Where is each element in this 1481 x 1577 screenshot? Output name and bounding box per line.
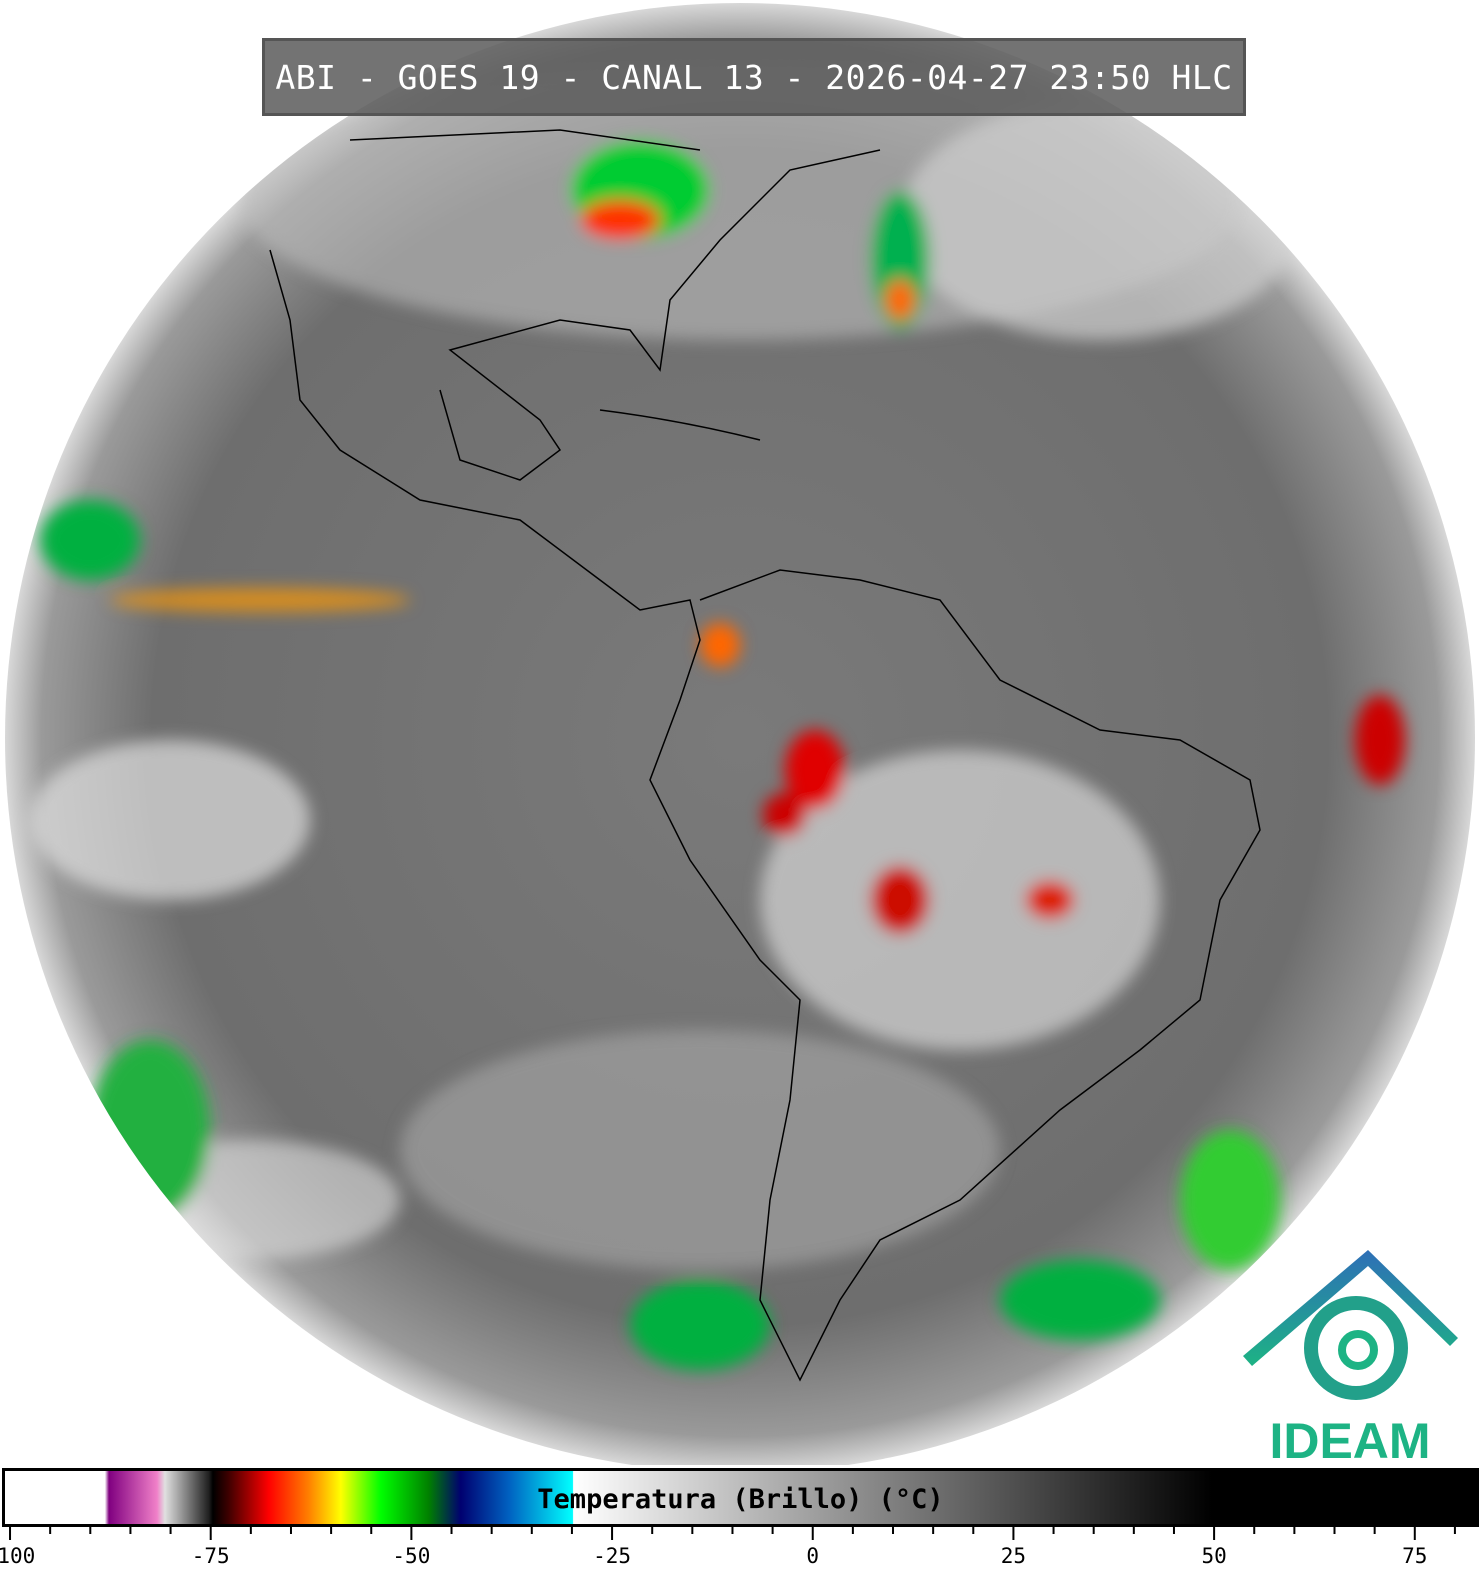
colorbar-label: Temperatura (Brillo) (°C) [537,1484,944,1515]
coastlines [269,129,1261,1382]
tick-label: 75 [1402,1544,1427,1568]
tick-label: -50 [392,1544,430,1568]
logo-roof-icon [1243,1250,1458,1366]
colorbar-axis: -100 -75 -50 -25 0 25 50 75 [0,1527,1456,1568]
image-title: ABI - GOES 19 - CANAL 13 - 2026-04-27 23… [275,57,1233,97]
title-banner: ABI - GOES 19 - CANAL 13 - 2026-04-27 23… [262,38,1246,116]
tick-label: -25 [593,1544,631,1568]
earth-disk [5,3,1475,1465]
tick-label: 0 [806,1544,819,1568]
logo-text: IDEAM [1269,1413,1430,1463]
tick-label: -100 [0,1544,35,1568]
tick-label: -75 [192,1544,230,1568]
tick-label: 50 [1201,1544,1226,1568]
temperature-colorbar: Temperatura (Brillo) (°C) [2,1468,1479,1527]
tick-label: 25 [1001,1544,1026,1568]
ideam-logo: IDEAM [1243,1250,1458,1463]
logo-swirl-icon [1304,1296,1408,1400]
satellite-globe-image [5,3,1475,1465]
